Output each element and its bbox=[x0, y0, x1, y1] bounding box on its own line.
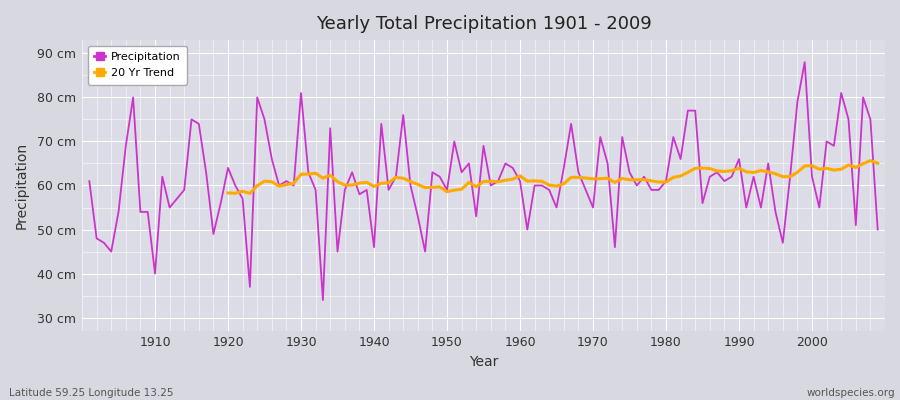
Y-axis label: Precipitation: Precipitation bbox=[15, 142, 29, 229]
X-axis label: Year: Year bbox=[469, 355, 499, 369]
Legend: Precipitation, 20 Yr Trend: Precipitation, 20 Yr Trend bbox=[87, 46, 187, 84]
Text: Latitude 59.25 Longitude 13.25: Latitude 59.25 Longitude 13.25 bbox=[9, 388, 174, 398]
Title: Yearly Total Precipitation 1901 - 2009: Yearly Total Precipitation 1901 - 2009 bbox=[316, 15, 652, 33]
Text: worldspecies.org: worldspecies.org bbox=[807, 388, 896, 398]
